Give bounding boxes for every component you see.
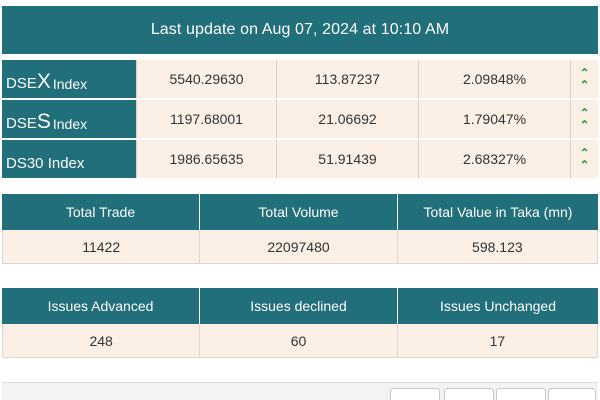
index-value: 1197.68001 [136, 100, 276, 138]
issues-summary-header: Issues Advanced Issues declined Issues U… [2, 288, 598, 324]
index-name: DS30 Index [2, 140, 136, 178]
total-volume-value: 22097480 [200, 230, 398, 263]
index-name: DSE S Index [2, 100, 136, 138]
issues-advanced-header: Issues Advanced [2, 288, 200, 324]
index-row-ds30[interactable]: DS30 Index 1986.65635 51.91439 2.68327% … [2, 140, 598, 178]
index-change: 113.87237 [276, 60, 418, 98]
issues-unchanged-header: Issues Unchanged [440, 298, 556, 314]
index-change: 21.06692 [276, 100, 418, 138]
double-chevron-up-icon: ⌃ ⌃ [570, 60, 598, 98]
index-value: 5540.29630 [136, 60, 276, 98]
double-chevron-up-icon: ⌃ ⌃ [570, 140, 598, 178]
index-name: DSE X Index [2, 60, 136, 98]
total-trade-value: 11422 [3, 230, 201, 263]
index-percent: 2.09848% [418, 60, 570, 98]
issues-advanced-value: 248 [3, 324, 201, 357]
double-chevron-up-icon: ⌃ ⌃ [570, 100, 598, 138]
trade-summary-values: 11422 22097480 598.123 [2, 230, 598, 264]
issues-declined-value: 60 [200, 324, 398, 357]
last-update-header: Last update on Aug 07, 2024 at 10:10 AM [2, 6, 598, 54]
index-table: DSE X Index 5540.29630 113.87237 2.09848% … [2, 60, 598, 180]
total-volume-header: Total Volume [200, 194, 398, 230]
total-value-taka: 598.123 [472, 238, 523, 255]
index-row-dses[interactable]: DSE S Index 1197.68001 21.06692 1.79047% ⌃… [2, 100, 598, 138]
index-percent: 2.68327% [418, 140, 570, 178]
period-button[interactable] [548, 388, 596, 400]
period-button[interactable] [390, 388, 440, 400]
index-value: 1986.65635 [136, 140, 276, 178]
total-trade-header: Total Trade [2, 194, 200, 230]
bottom-panel-header [2, 382, 598, 400]
index-change: 51.91439 [276, 140, 418, 178]
issues-unchanged-value: 17 [489, 332, 506, 349]
period-button[interactable] [496, 388, 546, 400]
index-row-dsex[interactable]: DSE X Index 5540.29630 113.87237 2.09848% … [2, 60, 598, 98]
issues-declined-header: Issues declined [200, 288, 398, 324]
trade-summary-table: Total Trade Total Volume Total Value in … [2, 194, 598, 264]
last-update-text: Last update on Aug 07, 2024 at 10:10 AM [150, 21, 450, 38]
issues-summary-values: 248 60 17 [2, 324, 598, 358]
index-percent: 1.79047% [418, 100, 570, 138]
period-button[interactable] [444, 388, 494, 400]
trade-summary-header: Total Trade Total Volume Total Value in … [2, 194, 598, 230]
total-value-header: Total Value in Taka (mn) [423, 204, 573, 220]
issues-summary-table: Issues Advanced Issues declined Issues U… [2, 288, 598, 358]
